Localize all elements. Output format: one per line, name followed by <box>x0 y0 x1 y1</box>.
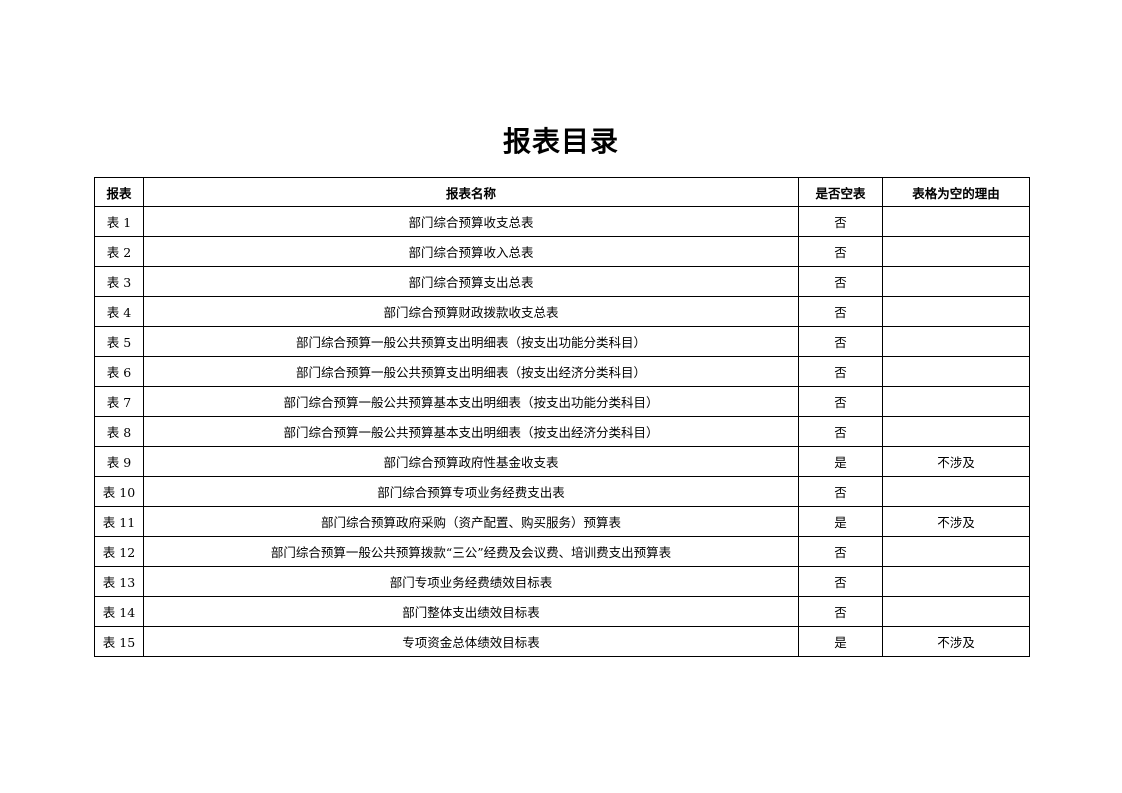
cell-report-name: 部门整体支出绩效目标表 <box>143 596 799 627</box>
cell-empty-reason <box>882 536 1030 567</box>
cell-report-id: 表 8 <box>94 416 144 447</box>
report-catalog-table: 报表 报表名称 是否空表 表格为空的理由 表 1 部门综合预算收支总表否表 2 部门… <box>94 177 1030 657</box>
cell-report-name: 部门综合预算一般公共预算支出明细表（按支出经济分类科目） <box>143 356 799 387</box>
table-row: 表 9 部门综合预算政府性基金收支表是不涉及 <box>94 446 1030 477</box>
cell-is-empty: 否 <box>798 596 883 627</box>
cell-report-name: 部门综合预算专项业务经费支出表 <box>143 476 799 507</box>
table-row: 表 10 部门综合预算专项业务经费支出表否 <box>94 476 1030 507</box>
cell-report-id: 表 9 <box>94 446 144 477</box>
cell-report-name: 部门综合预算一般公共预算支出明细表（按支出功能分类科目） <box>143 326 799 357</box>
cell-report-id: 表 12 <box>94 536 144 567</box>
table-row: 表 2 部门综合预算收入总表否 <box>94 236 1030 267</box>
cell-empty-reason: 不涉及 <box>882 446 1030 477</box>
cell-empty-reason <box>882 476 1030 507</box>
cell-report-id: 表 4 <box>94 296 144 327</box>
cell-is-empty: 是 <box>798 506 883 537</box>
cell-is-empty: 否 <box>798 236 883 267</box>
table-row: 表 7 部门综合预算一般公共预算基本支出明细表（按支出功能分类科目）否 <box>94 386 1030 417</box>
cell-is-empty: 否 <box>798 326 883 357</box>
cell-report-name: 部门综合预算政府采购（资产配置、购买服务）预算表 <box>143 506 799 537</box>
page-title: 报表目录 <box>502 125 619 158</box>
cell-empty-reason <box>882 266 1030 297</box>
cell-is-empty: 否 <box>798 266 883 297</box>
table-row: 表 12 部门综合预算一般公共预算拨款“三公”经费及会议费、培训费支出预算表否 <box>94 536 1030 567</box>
cell-is-empty: 是 <box>798 446 883 477</box>
cell-report-id: 表 10 <box>94 476 144 507</box>
cell-report-id: 表 2 <box>94 236 144 267</box>
cell-empty-reason: 不涉及 <box>882 626 1030 657</box>
table-row: 表 3 部门综合预算支出总表否 <box>94 266 1030 297</box>
cell-empty-reason: 不涉及 <box>882 506 1030 537</box>
cell-empty-reason <box>882 236 1030 267</box>
cell-report-id: 表 13 <box>94 566 144 597</box>
table-row: 表 13 部门专项业务经费绩效目标表否 <box>94 566 1030 597</box>
cell-report-id: 表 3 <box>94 266 144 297</box>
cell-is-empty: 否 <box>798 476 883 507</box>
cell-is-empty: 否 <box>798 356 883 387</box>
cell-empty-reason <box>882 206 1030 237</box>
cell-report-id: 表 5 <box>94 326 144 357</box>
cell-report-name: 部门专项业务经费绩效目标表 <box>143 566 799 597</box>
table-header-row: 报表 报表名称 是否空表 表格为空的理由 <box>94 177 1030 207</box>
cell-report-id: 表 1 <box>94 206 144 237</box>
cell-report-name: 部门综合预算收支总表 <box>143 206 799 237</box>
cell-report-id: 表 7 <box>94 386 144 417</box>
cell-empty-reason <box>882 356 1030 387</box>
table-row: 表 5 部门综合预算一般公共预算支出明细表（按支出功能分类科目）否 <box>94 326 1030 357</box>
header-report: 报表 <box>94 177 144 207</box>
table-row: 表 15 专项资金总体绩效目标表是不涉及 <box>94 626 1030 657</box>
cell-empty-reason <box>882 596 1030 627</box>
table-row: 表 11 部门综合预算政府采购（资产配置、购买服务）预算表是不涉及 <box>94 506 1030 537</box>
header-empty-reason: 表格为空的理由 <box>882 177 1030 207</box>
table-row: 表 1 部门综合预算收支总表否 <box>94 206 1030 237</box>
cell-empty-reason <box>882 416 1030 447</box>
cell-is-empty: 否 <box>798 566 883 597</box>
cell-empty-reason <box>882 566 1030 597</box>
table-row: 表 6 部门综合预算一般公共预算支出明细表（按支出经济分类科目）否 <box>94 356 1030 387</box>
header-is-empty: 是否空表 <box>798 177 883 207</box>
table-row: 表 14 部门整体支出绩效目标表否 <box>94 596 1030 627</box>
cell-is-empty: 否 <box>798 416 883 447</box>
cell-report-id: 表 15 <box>94 626 144 657</box>
cell-empty-reason <box>882 296 1030 327</box>
cell-report-name: 部门综合预算一般公共预算拨款“三公”经费及会议费、培训费支出预算表 <box>143 536 799 567</box>
cell-report-name: 部门综合预算一般公共预算基本支出明细表（按支出经济分类科目） <box>143 416 799 447</box>
cell-report-name: 部门综合预算支出总表 <box>143 266 799 297</box>
cell-report-name: 部门综合预算收入总表 <box>143 236 799 267</box>
table-row: 表 8 部门综合预算一般公共预算基本支出明细表（按支出经济分类科目）否 <box>94 416 1030 447</box>
cell-empty-reason <box>882 326 1030 357</box>
cell-is-empty: 否 <box>798 206 883 237</box>
cell-empty-reason <box>882 386 1030 417</box>
header-report-name: 报表名称 <box>143 177 799 207</box>
cell-report-name: 部门综合预算一般公共预算基本支出明细表（按支出功能分类科目） <box>143 386 799 417</box>
cell-is-empty: 否 <box>798 536 883 567</box>
cell-report-name: 专项资金总体绩效目标表 <box>143 626 799 657</box>
cell-report-id: 表 11 <box>94 506 144 537</box>
cell-is-empty: 是 <box>798 626 883 657</box>
cell-is-empty: 否 <box>798 296 883 327</box>
cell-report-name: 部门综合预算政府性基金收支表 <box>143 446 799 477</box>
cell-is-empty: 否 <box>798 386 883 417</box>
cell-report-name: 部门综合预算财政拨款收支总表 <box>143 296 799 327</box>
cell-report-id: 表 6 <box>94 356 144 387</box>
cell-report-id: 表 14 <box>94 596 144 627</box>
table-row: 表 4 部门综合预算财政拨款收支总表否 <box>94 296 1030 327</box>
